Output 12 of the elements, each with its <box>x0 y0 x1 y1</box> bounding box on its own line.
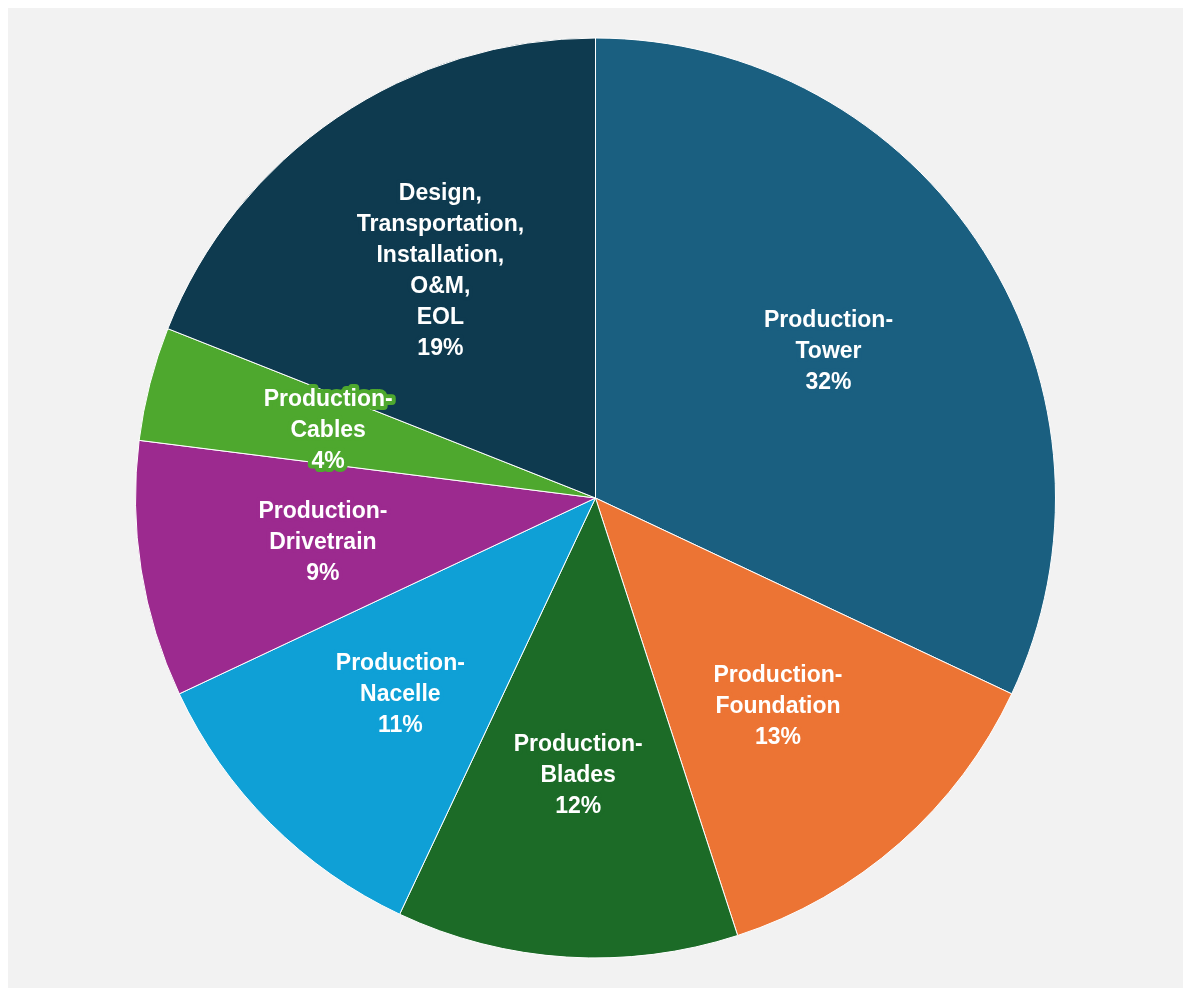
data-label: 32% <box>805 368 852 395</box>
data-label: 13% <box>755 723 802 750</box>
slice-label: Production-Drivetrain <box>258 497 388 555</box>
data-label: 12% <box>555 791 602 818</box>
data-label: 19% <box>417 334 464 361</box>
slice-label: Production-Blades <box>513 729 643 787</box>
data-label: 11% <box>377 711 423 738</box>
slice-label: Design, Transportation, Installation, O&M, EOL <box>356 179 525 330</box>
data-label: 9% <box>306 559 340 586</box>
slice-label: Production-Nacelle <box>335 649 465 707</box>
slice-label: Production-Tower <box>764 306 894 364</box>
slice-label: Production-Foundation <box>713 661 843 719</box>
